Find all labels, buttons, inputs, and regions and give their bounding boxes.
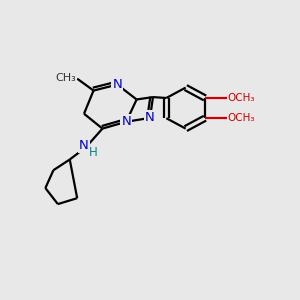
Text: OCH₃: OCH₃ bbox=[228, 93, 255, 103]
Text: H: H bbox=[89, 146, 98, 159]
Text: OCH₃: OCH₃ bbox=[228, 113, 255, 124]
Text: CH₃: CH₃ bbox=[55, 73, 76, 83]
Text: N: N bbox=[145, 111, 155, 124]
Text: N: N bbox=[112, 78, 122, 91]
Text: N: N bbox=[121, 115, 131, 128]
Text: N: N bbox=[79, 139, 88, 152]
